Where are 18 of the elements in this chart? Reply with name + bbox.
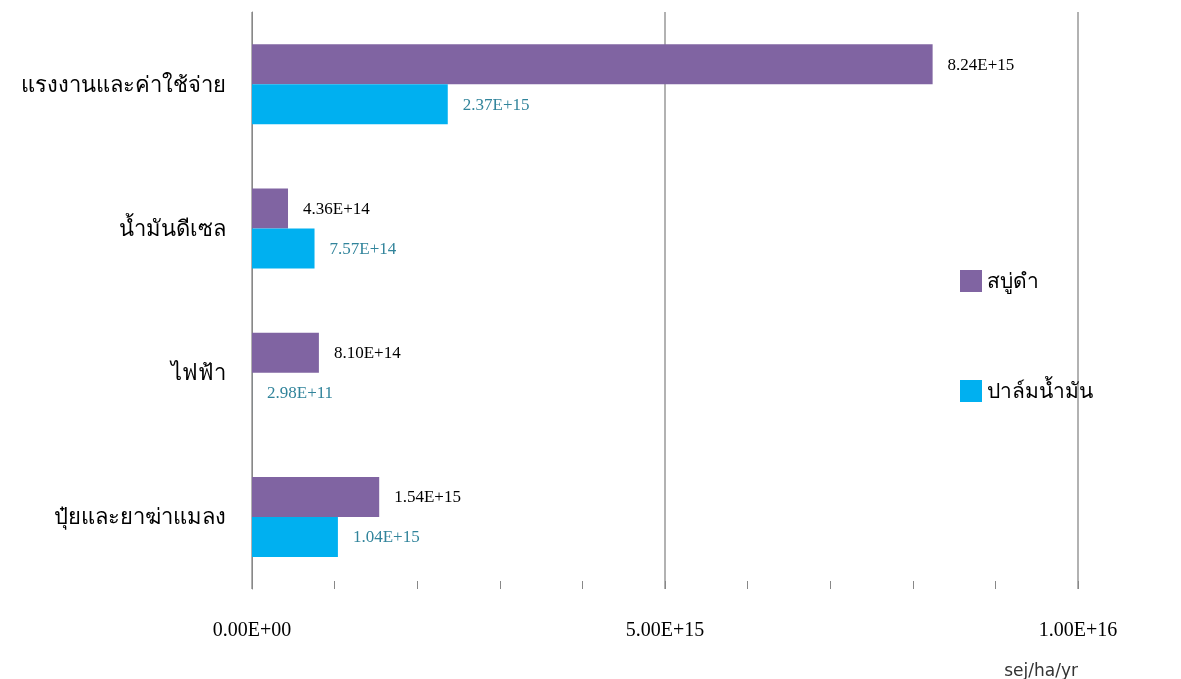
y-tick-label: น้ำมันดีเซล [119,212,226,241]
y-tick-label: แรงงานและค่าใช้จ่าย [21,71,226,97]
legend-label: ปาล์มน้ำมัน [987,376,1093,403]
data-label: 8.24E+15 [947,54,1015,74]
x-tick-label: 5.00E+15 [625,618,705,640]
data-label: 4.36E+14 [303,198,371,218]
y-tick-label: ไฟฟ้า [169,360,226,386]
data-label: 2.98E+11 [267,383,334,403]
legend-label: สบู่ดำ [987,269,1039,294]
y-tick-label: ปุ๋ยและยาฆ่าแมลง [54,504,226,531]
data-label: 1.54E+15 [394,487,461,507]
data-label: 8.10E+14 [333,343,402,363]
data-label: 1.04E+15 [352,527,420,547]
x-tick-label: 0.00E+00 [212,618,292,640]
x-axis-title: sej/ha/yr [1004,659,1078,679]
x-tick-label: 1.00E+16 [1038,618,1118,640]
data-label: 2.37E+15 [462,94,530,114]
data-label: 7.57E+14 [329,238,397,258]
